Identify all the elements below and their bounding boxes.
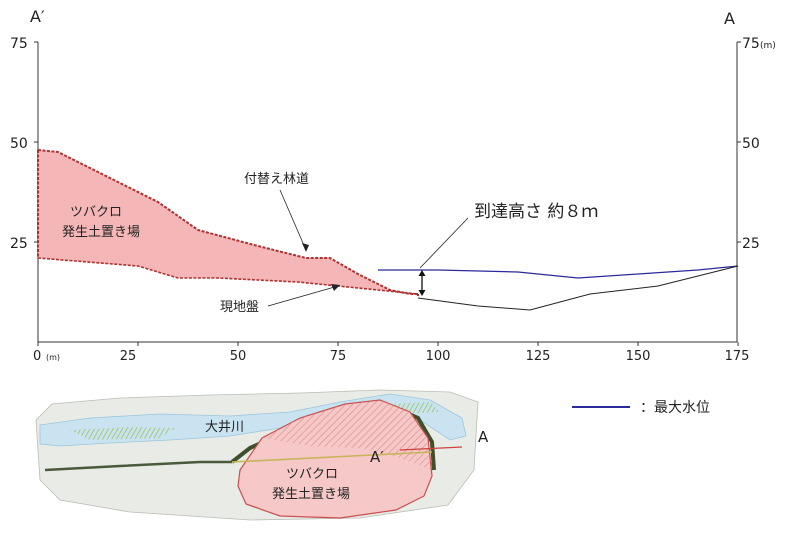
legend-water-label: ：最大水位 bbox=[640, 400, 710, 416]
map-point-a: A bbox=[478, 428, 489, 446]
x-tick-50: 50 bbox=[230, 349, 247, 364]
river-bed-line bbox=[417, 265, 739, 311]
deposit-label-line1: ツバクロ bbox=[70, 205, 122, 220]
x-tick-labels: 0 (m) 25 50 75 100 125 150 175 bbox=[33, 349, 749, 364]
plan-map: 大井川 ツバクロ 発生土置き場 A A′ bbox=[35, 389, 489, 521]
x-tick-125: 125 bbox=[526, 349, 551, 364]
x-tick-100: 100 bbox=[426, 349, 451, 364]
riverbank-vegetation bbox=[70, 427, 175, 440]
section-line bbox=[231, 451, 433, 463]
reach-height-arrow bbox=[418, 270, 426, 296]
x-tick-25: 25 bbox=[120, 349, 137, 364]
right-tick-50: 50 bbox=[742, 136, 760, 152]
x-tick-marks bbox=[37, 342, 739, 346]
ground-label: 現地盤 bbox=[220, 300, 259, 315]
section-line-extension bbox=[399, 446, 463, 451]
river-name-label: 大井川 bbox=[205, 420, 244, 435]
deposit-slope-hatch bbox=[262, 400, 432, 470]
x-tick-150: 150 bbox=[626, 349, 651, 364]
road-label: 付替え林道 bbox=[244, 172, 309, 187]
road-leader-arrowhead bbox=[302, 243, 309, 252]
x-tick-0: 0 bbox=[33, 349, 41, 364]
site-name-line2: 発生土置き場 bbox=[272, 487, 350, 502]
x-tick-175: 175 bbox=[725, 349, 750, 364]
site-name-line1: ツバクロ bbox=[286, 467, 338, 482]
left-tick-75: 75 bbox=[10, 36, 28, 52]
right-unit: (m) bbox=[760, 41, 776, 51]
max-water-level-line bbox=[378, 265, 739, 279]
y-tick-marks bbox=[34, 41, 741, 243]
deposit-label-line2: 発生土置き場 bbox=[62, 225, 140, 240]
x-tick-75: 75 bbox=[330, 349, 347, 364]
reach-label: 到達高さ 約８ｍ bbox=[474, 202, 598, 222]
left-point-label: A′ bbox=[30, 7, 45, 26]
legend: ：最大水位 bbox=[572, 400, 710, 416]
deposit-area bbox=[38, 150, 418, 294]
access-road-west bbox=[44, 460, 232, 472]
existing-ground-line bbox=[37, 257, 419, 295]
deposit-top-edge bbox=[37, 149, 418, 295]
right-tick-25: 25 bbox=[742, 236, 760, 252]
map-point-a-prime: A′ bbox=[370, 448, 384, 466]
road-leader bbox=[279, 189, 307, 251]
ground-leader-arrowhead bbox=[331, 284, 340, 291]
ground-leader bbox=[267, 285, 339, 307]
left-tick-25: 25 bbox=[10, 236, 28, 252]
right-tick-75: 75 bbox=[742, 36, 760, 52]
right-point-label: A bbox=[724, 9, 735, 28]
reach-leader bbox=[419, 217, 469, 269]
left-tick-50: 50 bbox=[10, 136, 28, 152]
x-unit: (m) bbox=[46, 353, 60, 362]
